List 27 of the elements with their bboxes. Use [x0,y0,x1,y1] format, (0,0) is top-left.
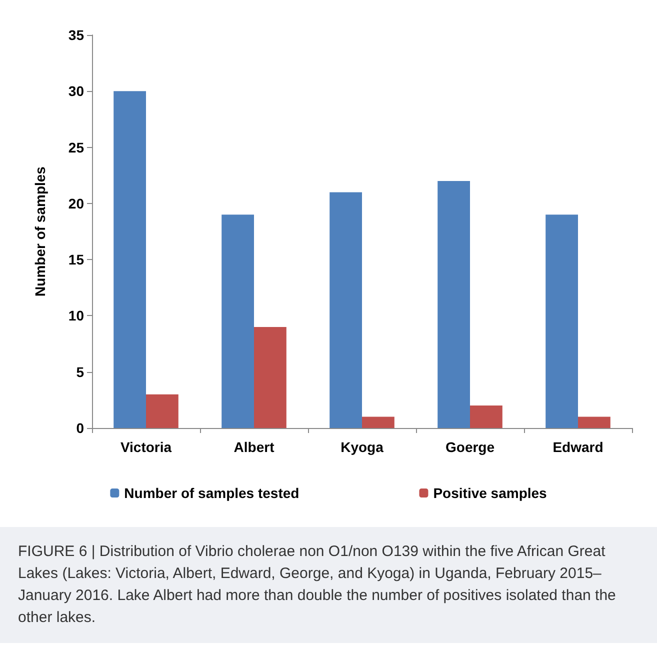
bar [146,394,178,428]
bar [114,91,146,428]
bar [254,326,286,428]
x-tick-label: Victoria [120,439,172,455]
y-tick-label: 35 [68,27,84,43]
bar [470,406,502,428]
y-tick-label: 20 [68,195,84,212]
y-axis-title: Number of samples [32,166,48,296]
bar [222,214,254,428]
y-tick-label: 25 [68,139,84,156]
caption: FIGURE 6 | Distribution of Vibrio cholerae non O1/non O139 within the five African Great Lakes (Lakes: Victoria, Albert, Edward, George, and Kyoga) in Uganda, February 2015–January 2016. Lake Albert had more than double the number of positives isolated than the other lakes. [18,542,617,628]
bar [362,416,394,428]
x-tick-label: Goerge [445,439,495,455]
bar [330,192,362,428]
bar [438,180,470,428]
y-tick-label: 15 [68,252,84,268]
y-tick-label: 30 [68,83,84,100]
x-tick-label: Kyoga [340,439,384,455]
y-tick-label: 5 [76,364,84,380]
x-tick-label: Albert [234,439,275,455]
y-tick-label: 0 [76,420,84,436]
legend-label: Number of samples tested [124,485,300,501]
legend-label: Positive samples [433,485,548,501]
x-tick-label: Edward [552,439,604,455]
bar [546,214,578,428]
bar [578,416,610,428]
y-tick-label: 10 [68,308,84,324]
